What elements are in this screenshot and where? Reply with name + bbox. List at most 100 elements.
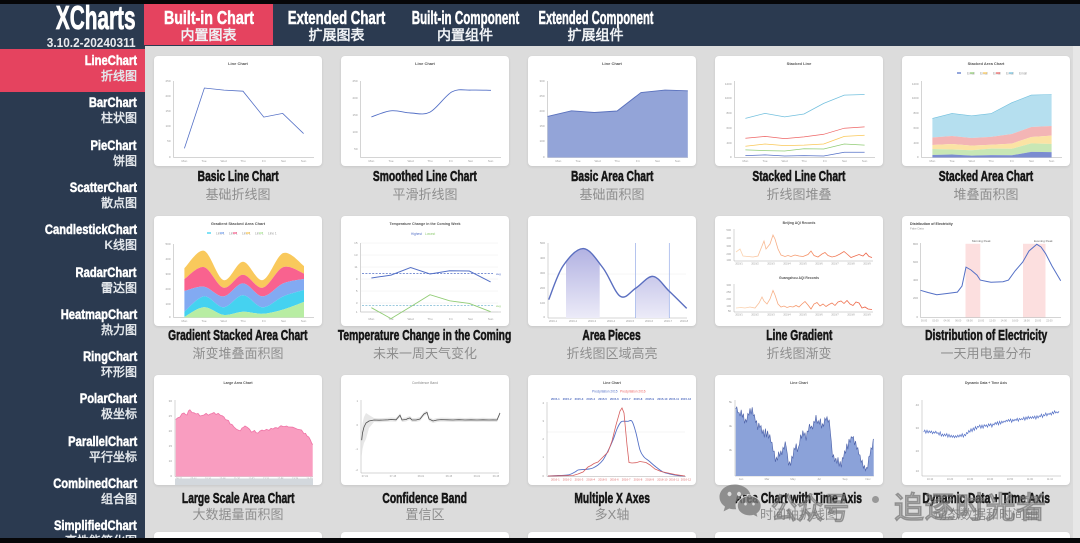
- svg-text:Tue: Tue: [201, 159, 206, 163]
- svg-text:2016-4: 2016-4: [586, 478, 595, 482]
- svg-text:Sun: Sun: [675, 159, 681, 163]
- svg-text:2019-6: 2019-6: [645, 318, 654, 322]
- svg-text:300: 300: [540, 271, 545, 275]
- svg-text:11: 11: [354, 265, 357, 269]
- svg-text:Mon: Mon: [181, 319, 187, 323]
- svg-text:2019/1: 2019/1: [735, 262, 743, 265]
- svg-text:100: 100: [352, 130, 357, 134]
- svg-text:Sun: Sun: [301, 159, 307, 163]
- svg-text:Sun: Sun: [301, 319, 307, 323]
- svg-text:Stacked Area Chart: Stacked Area Chart: [968, 61, 1005, 66]
- svg-text:-2: -2: [356, 468, 359, 472]
- svg-text:200: 200: [726, 297, 731, 301]
- svg-text:400: 400: [726, 236, 731, 240]
- svg-text:50: 50: [354, 147, 358, 151]
- svg-text:2019/2: 2019/2: [751, 313, 759, 316]
- svg-text:Confidence Band: Confidence Band: [412, 381, 438, 385]
- svg-text:400: 400: [726, 141, 731, 145]
- svg-text:18:00: 18:00: [1023, 319, 1030, 322]
- svg-text:Line Chart: Line Chart: [603, 381, 622, 385]
- svg-text:Temperature Change in the Comi: Temperature Change in the Coming Week: [390, 222, 461, 226]
- svg-text:150: 150: [352, 113, 357, 117]
- svg-text:13: 13: [354, 253, 358, 257]
- svg-text:Wed: Wed: [782, 159, 788, 163]
- svg-text:0: 0: [542, 474, 544, 478]
- svg-text:Wed: Wed: [969, 159, 975, 163]
- svg-text:Fri: Fri: [823, 159, 827, 163]
- svg-text:200: 200: [539, 109, 544, 113]
- svg-text:Sun: Sun: [488, 317, 494, 321]
- svg-text:2019-8: 2019-8: [680, 318, 689, 322]
- svg-text:2019/8: 2019/8: [847, 262, 855, 265]
- svg-text:2016-5: 2016-5: [598, 478, 607, 482]
- svg-text:Line Chart: Line Chart: [602, 61, 622, 66]
- svg-text:Guangzhou AQI Records: Guangzhou AQI Records: [779, 276, 819, 280]
- svg-text:Line 1: Line 1: [268, 231, 277, 235]
- svg-text:1200: 1200: [912, 82, 919, 86]
- svg-text:150: 150: [165, 109, 170, 113]
- svg-text:200: 200: [540, 286, 545, 290]
- svg-text:20: 20: [169, 429, 173, 433]
- svg-text:Nov: Nov: [866, 477, 872, 481]
- svg-text:00:00: 00:00: [921, 319, 928, 322]
- svg-text:Beijing AQI Records: Beijing AQI Records: [783, 221, 816, 225]
- svg-text:15: 15: [169, 444, 173, 448]
- svg-text:100: 100: [540, 301, 545, 305]
- svg-text:2019/3: 2019/3: [767, 313, 775, 316]
- svg-text:2019-3: 2019-3: [588, 318, 597, 322]
- svg-text:Evening Peak: Evening Peak: [1034, 239, 1053, 243]
- svg-text:Wed: Wed: [408, 159, 414, 163]
- svg-text:Fri: Fri: [262, 319, 266, 323]
- svg-text:500: 500: [726, 228, 731, 232]
- svg-text:Sat: Sat: [281, 319, 286, 323]
- svg-text:2019/1: 2019/1: [735, 313, 743, 316]
- svg-text:9: 9: [356, 277, 358, 281]
- svg-text:Tue: Tue: [201, 319, 206, 323]
- svg-text:10: 10: [169, 459, 173, 463]
- svg-text:2019/2: 2019/2: [751, 262, 759, 265]
- svg-text:0: 0: [356, 423, 358, 427]
- svg-text:Sat: Sat: [468, 317, 473, 321]
- svg-text:Wed: Wed: [408, 317, 414, 321]
- svg-text:50: 50: [167, 139, 171, 143]
- svg-text:Email: Email: [1019, 72, 1027, 76]
- svg-text:1000: 1000: [912, 96, 919, 100]
- svg-text:Tue: Tue: [762, 159, 767, 163]
- svg-text:Sat: Sat: [842, 159, 847, 163]
- svg-text:2: 2: [542, 437, 544, 441]
- svg-text:Line Chart: Line Chart: [790, 381, 809, 385]
- svg-text:Distribution of Electricity: Distribution of Electricity: [910, 222, 953, 226]
- svg-text:2019/4: 2019/4: [783, 313, 791, 316]
- svg-text:2019/5: 2019/5: [799, 313, 807, 316]
- svg-text:Sat: Sat: [655, 159, 660, 163]
- svg-text:2019-4: 2019-4: [607, 318, 616, 322]
- svg-text:Line Chart: Line Chart: [415, 61, 435, 66]
- svg-text:5k: 5k: [729, 400, 733, 404]
- svg-text:0: 0: [543, 155, 545, 159]
- svg-text:07-01: 07-01: [362, 475, 369, 478]
- svg-text:200: 200: [165, 94, 170, 98]
- svg-text:2016-9: 2016-9: [645, 478, 654, 482]
- svg-text:Morning Peak: Morning Peak: [972, 239, 991, 243]
- svg-text:300: 300: [539, 79, 544, 83]
- svg-text:2015-2: 2015-2: [563, 397, 572, 401]
- svg-text:800: 800: [913, 111, 918, 115]
- svg-text:Sat: Sat: [281, 159, 286, 163]
- svg-text:Precipitation 2015: Precipitation 2015: [592, 390, 618, 394]
- svg-text:Fri: Fri: [636, 159, 640, 163]
- svg-text:09-01: 09-01: [474, 475, 481, 478]
- svg-text:2019/3: 2019/3: [767, 262, 775, 265]
- svg-text:2019/6: 2019/6: [815, 313, 823, 316]
- svg-text:Sat: Sat: [1029, 159, 1034, 163]
- svg-text:Mon: Mon: [929, 159, 935, 163]
- svg-text:Lowest: Lowest: [425, 232, 435, 236]
- svg-text:Mar: Mar: [765, 477, 770, 481]
- svg-text:Thu: Thu: [988, 159, 994, 163]
- svg-text:Fri: Fri: [262, 159, 266, 163]
- svg-text:2016-7: 2016-7: [622, 478, 631, 482]
- svg-text:3k: 3k: [729, 448, 733, 452]
- svg-text:500: 500: [540, 241, 545, 245]
- svg-text:0: 0: [730, 155, 732, 159]
- svg-text:4: 4: [542, 401, 544, 405]
- svg-text:Dynamic Data + Time Axis: Dynamic Data + Time Axis: [965, 381, 1007, 385]
